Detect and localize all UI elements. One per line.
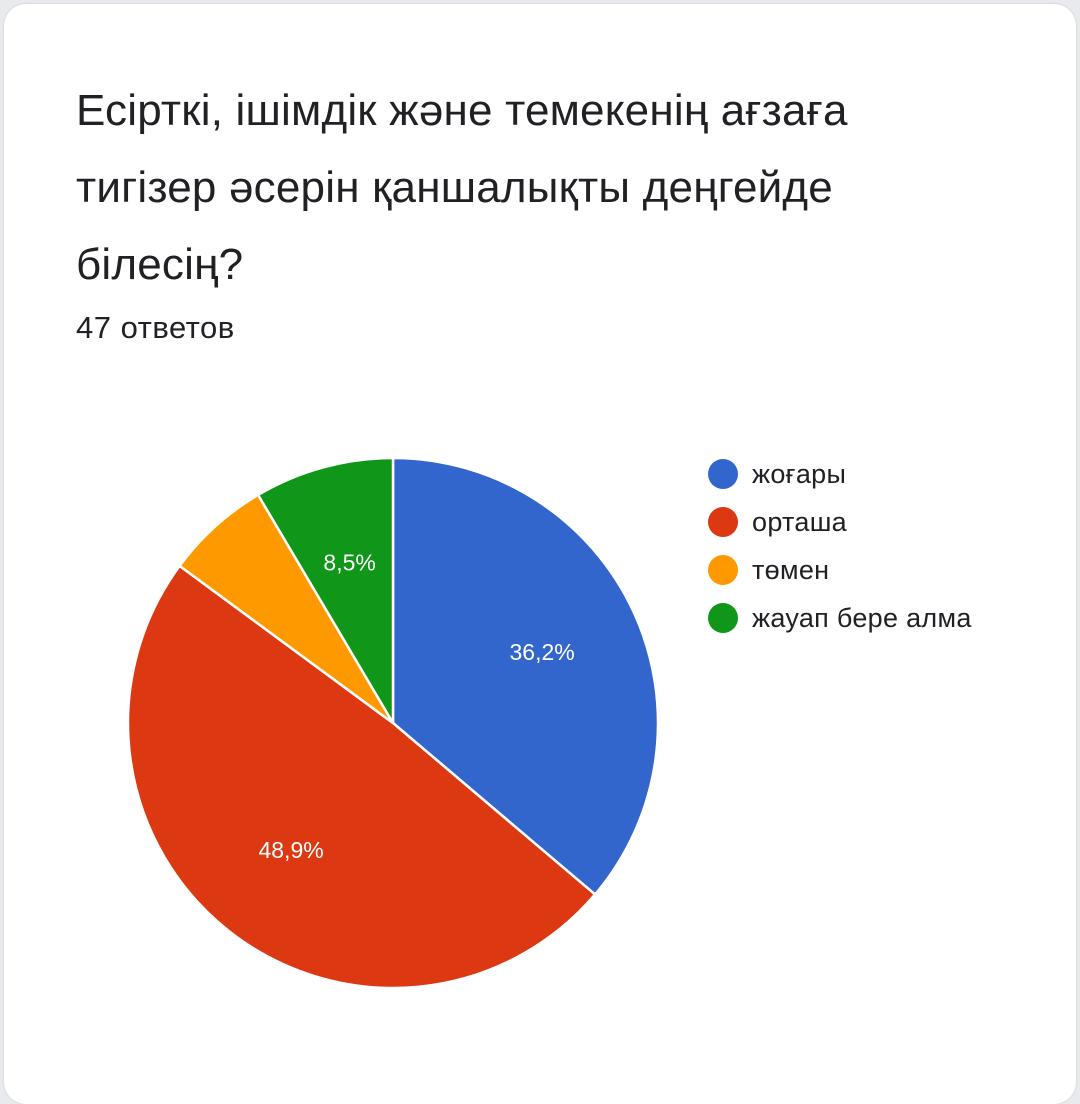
legend-label: жауап бере алма <box>752 602 972 633</box>
pie-slice-2[interactable] <box>126 564 597 990</box>
legend-item-2[interactable]: орташа <box>708 498 972 546</box>
slice-label-2: 48,9% <box>258 837 323 863</box>
legend-label: жоғары <box>752 458 847 489</box>
pie-slice-1[interactable] <box>391 456 660 896</box>
legend-swatch <box>708 603 738 633</box>
chart-card: Есірткі, ішімдік және темекенің ағзаға т… <box>4 4 1076 1104</box>
legend-label: төмен <box>752 554 830 585</box>
pie-slice-4[interactable] <box>256 456 395 725</box>
legend-item-3[interactable]: төмен <box>708 546 972 594</box>
legend-item-1[interactable]: жоғары <box>708 450 972 498</box>
slice-label-1: 36,2% <box>509 639 574 665</box>
question-title: Есірткі, ішімдік және темекенің ағзаға т… <box>76 86 848 289</box>
pie-chart: 36,2% 48,9% 8,5% <box>126 456 660 990</box>
legend-swatch <box>708 555 738 585</box>
pie-slice-labels: 36,2% 48,9% 8,5% <box>258 550 574 863</box>
response-count: 47 ответов <box>76 310 235 345</box>
chart-legend: жоғары орташа төмен жауап бере алма <box>708 450 972 642</box>
legend-label: орташа <box>752 506 847 537</box>
legend-item-4[interactable]: жауап бере алма <box>708 594 972 642</box>
pie-slices <box>126 456 660 990</box>
slice-label-4: 8,5% <box>323 550 375 576</box>
legend-swatch <box>708 507 738 537</box>
legend-swatch <box>708 459 738 489</box>
